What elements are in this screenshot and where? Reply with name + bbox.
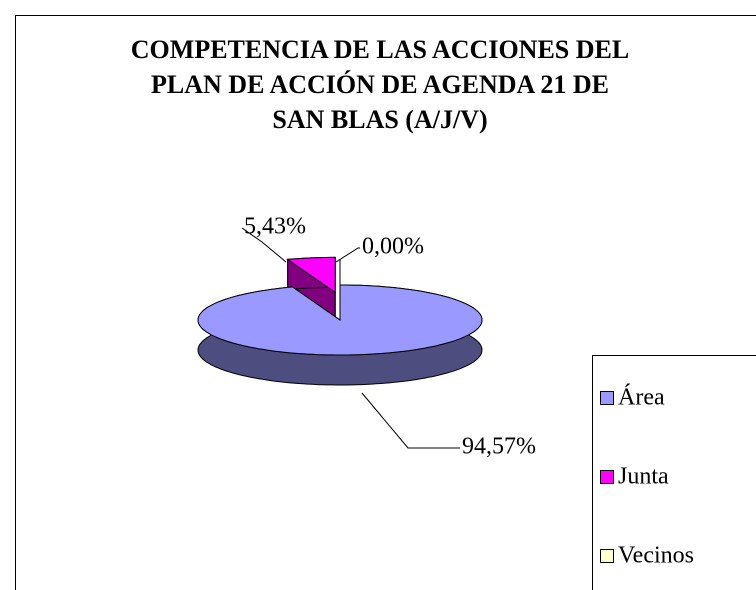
legend-box (592, 355, 756, 590)
legend-swatch (600, 549, 614, 563)
slice (286, 256, 336, 294)
chart-title: COMPETENCIA DE LAS ACCIONES DEL PLAN DE … (130, 35, 630, 134)
legend-swatch (600, 391, 614, 405)
data-label: 5,43% (244, 214, 306, 240)
legend-label: Vecinos (618, 543, 694, 569)
leader-line (241, 227, 287, 263)
data-label: 0,00% (362, 234, 424, 260)
legend-label: Junta (618, 464, 669, 490)
leader-line (361, 392, 460, 449)
slice (197, 284, 483, 356)
leader-line (335, 247, 360, 263)
legend-label: Área (618, 385, 665, 411)
data-label: 94,57% (462, 434, 536, 460)
legend-swatch (600, 470, 614, 484)
